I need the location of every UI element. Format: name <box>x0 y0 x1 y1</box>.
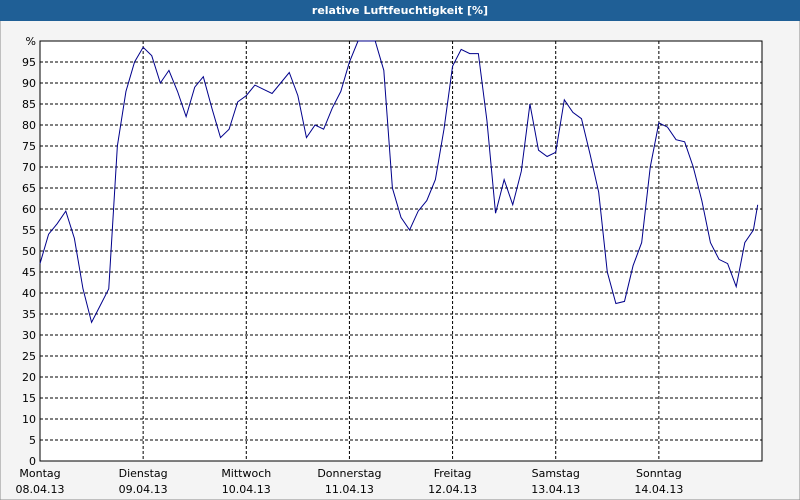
y-tick-label: 15 <box>22 392 36 405</box>
x-tick-label: Mittwoch 10.04.13 <box>221 467 271 496</box>
y-tick-label: 45 <box>22 266 36 279</box>
y-tick-label: 50 <box>22 245 36 258</box>
y-tick-label: 5 <box>29 434 36 447</box>
chart-title: relative Luftfeuchtigkeit [%] <box>312 4 488 17</box>
x-tick-label: Samstag 13.04.13 <box>531 467 580 496</box>
y-tick-label: 65 <box>22 182 36 195</box>
y-tick-label: 0 <box>29 455 36 468</box>
y-tick-label: 85 <box>22 98 36 111</box>
y-tick-label: 95 <box>22 56 36 69</box>
y-tick-label: 55 <box>22 224 36 237</box>
y-tick-label: 90 <box>22 77 36 90</box>
y-tick-label: 30 <box>22 329 36 342</box>
y-tick-label: 80 <box>22 119 36 132</box>
x-tick-label: Montag 08.04.13 <box>16 467 65 496</box>
y-tick-label: 70 <box>22 161 36 174</box>
y-tick-label: 40 <box>22 287 36 300</box>
title-bar <box>0 0 800 21</box>
plot-frame <box>39 40 763 462</box>
y-tick-label: 35 <box>22 308 36 321</box>
y-tick-label: 75 <box>22 140 36 153</box>
y-tick-label: % <box>26 35 36 48</box>
x-tick-label: Sonntag 14.04.13 <box>634 467 683 496</box>
x-tick-label: Donnerstag 11.04.13 <box>317 467 381 496</box>
x-tick-label: Dienstag 09.04.13 <box>119 467 168 496</box>
data-line <box>39 40 759 324</box>
x-tick-label: Freitag 12.04.13 <box>428 467 477 496</box>
y-tick-label: 20 <box>22 371 36 384</box>
y-tick-label: 60 <box>22 203 36 216</box>
y-tick-label: 25 <box>22 350 36 363</box>
y-tick-label: 10 <box>22 413 36 426</box>
